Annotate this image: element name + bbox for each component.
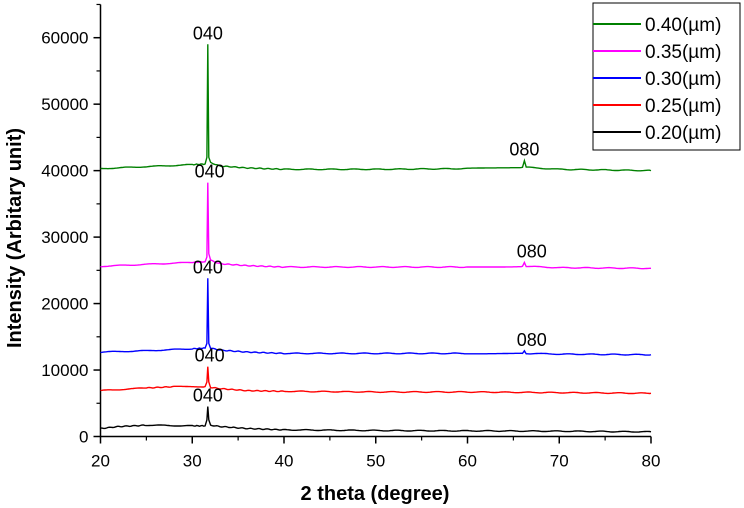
legend-label: 0.20(µm) [645, 123, 721, 144]
legend-label: 0.40(µm) [645, 15, 721, 36]
series-line [100, 366, 652, 395]
peak-label: 080 [517, 330, 547, 350]
x-axis-label: 2 theta (degree) [301, 483, 450, 505]
y-tick-label: 60000 [41, 29, 88, 48]
legend-box [592, 2, 741, 151]
series-line [100, 182, 652, 270]
series-line [100, 278, 652, 356]
x-tick-label: 60 [458, 452, 477, 471]
y-tick-label: 20000 [41, 295, 88, 314]
series-line [100, 406, 652, 433]
y-axis-label: Intensity (Arbitary unit) [4, 128, 26, 348]
x-tick-label: 20 [91, 452, 110, 471]
peak-label: 040 [195, 162, 225, 182]
y-tick-label: 0 [79, 428, 88, 447]
x-tick-label: 80 [642, 452, 661, 471]
x-tick-label: 30 [183, 452, 202, 471]
legend-label: 0.30(µm) [645, 69, 721, 90]
peak-label: 080 [517, 241, 547, 261]
y-tick-label: 30000 [41, 228, 88, 247]
x-tick-label: 40 [275, 452, 294, 471]
y-tick-label: 50000 [41, 95, 88, 114]
legend-label: 0.25(µm) [645, 96, 721, 117]
y-tick-label: 40000 [41, 162, 88, 181]
peak-label: 040 [195, 346, 225, 366]
peak-label: 040 [193, 257, 223, 277]
y-tick-label: 10000 [41, 361, 88, 380]
plot-area: 20 30 40 50 60 70 80 0 10000 20000 30000 40000 50000… [41, 2, 741, 471]
series-line [100, 44, 652, 172]
peak-label: 080 [509, 140, 539, 160]
peak-label: 040 [193, 386, 223, 406]
x-tick-label: 70 [550, 452, 569, 471]
legend-label: 0.35(µm) [645, 42, 721, 63]
x-tick-label: 50 [366, 452, 385, 471]
peak-label: 040 [193, 23, 223, 43]
